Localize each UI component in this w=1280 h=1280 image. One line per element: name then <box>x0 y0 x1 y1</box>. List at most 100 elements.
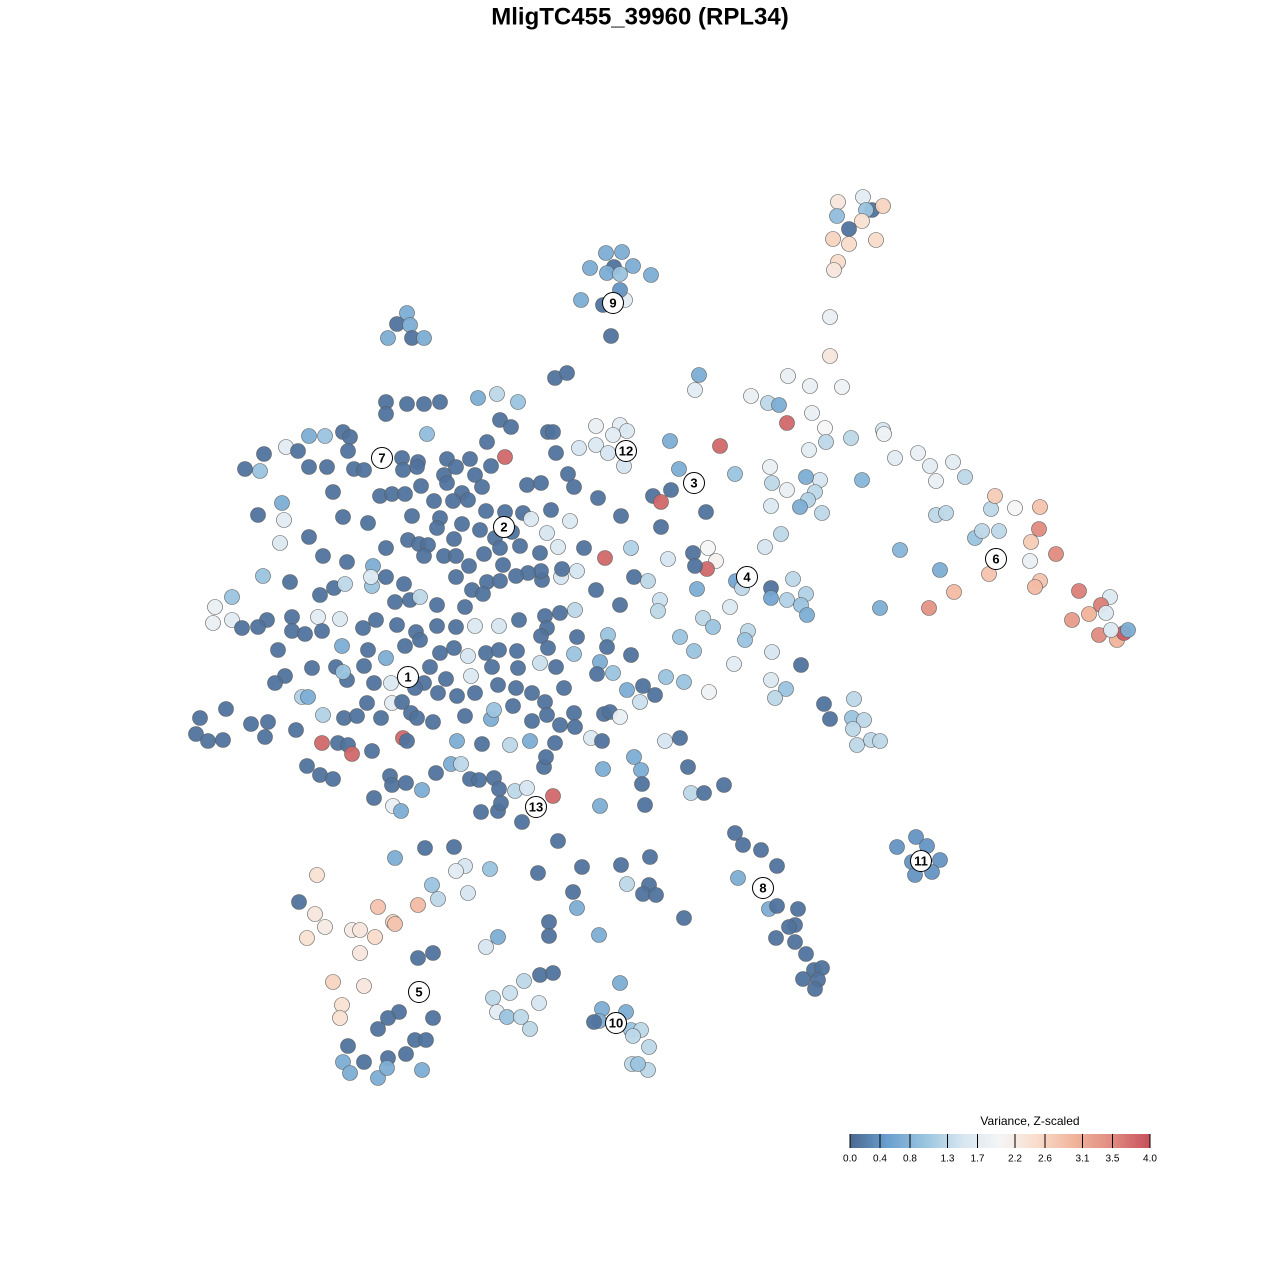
point <box>484 659 500 675</box>
point <box>312 767 328 783</box>
point <box>513 1009 529 1025</box>
point <box>503 419 519 435</box>
point <box>779 482 795 498</box>
cluster-label-badge <box>752 877 774 899</box>
point <box>781 919 797 935</box>
point <box>215 732 231 748</box>
point <box>380 330 396 346</box>
point <box>625 1028 641 1044</box>
point <box>356 1054 372 1070</box>
point <box>355 620 371 636</box>
point <box>910 445 926 461</box>
point <box>396 576 412 592</box>
point <box>545 965 561 981</box>
point <box>595 761 611 777</box>
point <box>511 612 527 628</box>
point <box>474 736 490 752</box>
point <box>630 1056 646 1072</box>
point <box>414 1062 430 1078</box>
point <box>255 568 271 584</box>
point <box>489 386 505 402</box>
point <box>662 433 678 449</box>
point <box>787 934 803 950</box>
colorbar-tick-label: 2.2 <box>1008 1154 1022 1165</box>
point <box>539 707 555 723</box>
point <box>205 615 221 631</box>
point <box>802 378 818 394</box>
point <box>556 680 572 696</box>
point <box>768 930 784 946</box>
point <box>843 430 859 446</box>
point <box>490 677 506 693</box>
point <box>799 607 815 623</box>
point <box>822 711 838 727</box>
point <box>301 459 317 475</box>
point <box>826 262 842 278</box>
point <box>571 440 587 456</box>
point <box>1027 579 1043 595</box>
point <box>416 330 432 346</box>
point <box>825 231 841 247</box>
point <box>957 469 973 485</box>
point <box>922 458 938 474</box>
point <box>641 1039 657 1055</box>
point <box>531 995 547 1011</box>
point <box>363 569 379 585</box>
cluster-label-badge <box>397 666 419 688</box>
point <box>510 394 526 410</box>
point <box>648 887 664 903</box>
point <box>619 423 635 439</box>
point <box>314 623 330 639</box>
point <box>457 708 473 724</box>
point <box>686 643 702 659</box>
point <box>559 365 575 381</box>
point <box>491 642 507 658</box>
point <box>243 716 259 732</box>
point <box>290 443 306 459</box>
point <box>689 581 705 597</box>
point <box>192 710 208 726</box>
point <box>492 573 508 589</box>
cluster-label-badge <box>910 850 932 872</box>
point <box>430 685 446 701</box>
cluster-label: 5 <box>415 984 422 999</box>
cluster-label-badge <box>985 548 1007 570</box>
point <box>315 548 331 564</box>
point <box>687 558 703 574</box>
point <box>643 267 659 283</box>
point <box>307 906 323 922</box>
point <box>701 684 717 700</box>
point <box>284 609 300 625</box>
point <box>470 390 486 406</box>
point <box>399 396 415 412</box>
point <box>737 632 753 648</box>
point <box>588 582 604 598</box>
point <box>795 971 811 987</box>
point <box>397 486 413 502</box>
point <box>378 569 394 585</box>
cluster-label-badge <box>371 447 393 469</box>
point <box>250 507 266 523</box>
point <box>364 743 380 759</box>
point <box>288 722 304 738</box>
cluster-label-badge <box>493 516 515 538</box>
point <box>397 638 413 654</box>
point <box>566 705 582 721</box>
point <box>314 735 330 751</box>
point <box>757 539 773 555</box>
point <box>404 508 420 524</box>
point <box>352 945 368 961</box>
point <box>1103 622 1119 638</box>
point <box>612 975 628 991</box>
point <box>779 592 795 608</box>
point <box>637 797 653 813</box>
point <box>576 540 592 556</box>
point <box>625 258 641 274</box>
point <box>325 974 341 990</box>
point <box>599 639 615 655</box>
point <box>332 611 348 627</box>
point <box>712 438 728 454</box>
point <box>792 499 808 515</box>
point <box>387 594 403 610</box>
point <box>344 746 360 762</box>
